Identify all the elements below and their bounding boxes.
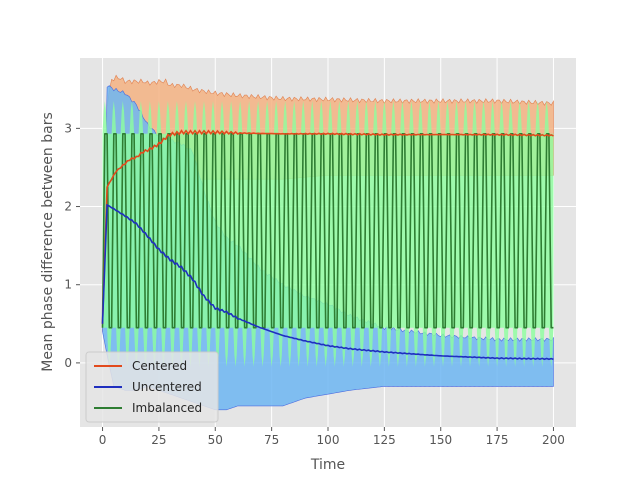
y-axis-ticks: 0 1 2 3 (64, 121, 80, 370)
x-axis-ticks: 0 25 50 75 100 125 150 175 200 (99, 427, 565, 447)
x-tick-label: 75 (264, 433, 279, 447)
x-axis-label: Time (310, 457, 345, 473)
x-tick-label: 25 (151, 433, 166, 447)
y-tick-label: 2 (64, 200, 72, 214)
legend-label: Centered (132, 359, 187, 373)
series-lines (101, 129, 554, 361)
imbalanced-line (101, 133, 554, 329)
legend-label: Uncentered (132, 380, 202, 394)
centered-line (101, 129, 554, 324)
x-tick-label: 50 (208, 433, 223, 447)
x-tick-label: 150 (429, 433, 452, 447)
y-tick-label: 3 (64, 121, 72, 135)
x-tick-label: 200 (542, 433, 565, 447)
legend-label: Imbalanced (132, 401, 202, 415)
y-tick-label: 1 (64, 278, 72, 292)
y-axis-label: Mean phase difference between bars (40, 112, 56, 372)
legend: Centered Uncentered Imbalanced (85, 351, 219, 423)
x-tick-label: 125 (373, 433, 396, 447)
x-tick-label: 175 (486, 433, 509, 447)
x-tick-label: 0 (99, 433, 107, 447)
legend-box (85, 351, 219, 423)
uncentered-line (101, 203, 554, 361)
y-tick-label: 0 (64, 356, 72, 370)
x-tick-label: 100 (317, 433, 340, 447)
